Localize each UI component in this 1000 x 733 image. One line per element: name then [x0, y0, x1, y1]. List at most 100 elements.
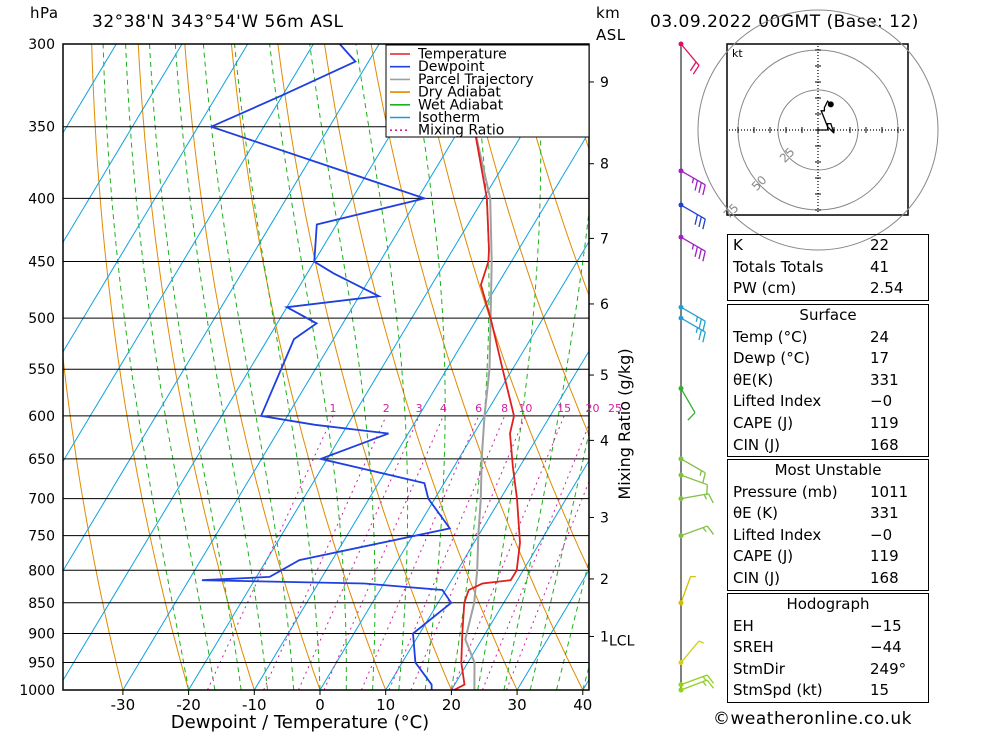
wind-barb-flag: [702, 184, 706, 196]
wind-barb-staff: [680, 43, 700, 66]
most-unstable-title: Most Unstable: [774, 461, 882, 479]
km-tick-label: 2: [600, 572, 609, 588]
row-value: −0: [870, 525, 893, 544]
wind-barb-flag: [707, 493, 714, 504]
pressure-tick-label: 950: [28, 655, 55, 671]
wind-barb-flag: [706, 674, 715, 684]
isotherm-line: [450, 459, 589, 690]
km-axis-ticks: 9 8 7 6 5 4 3 2 1 LCL: [589, 75, 635, 649]
wind-barb-dot: [678, 202, 684, 208]
mixing-ratio-lines: [207, 415, 589, 690]
row-value: 249°: [870, 659, 907, 678]
wind-barb-flag: [702, 218, 706, 230]
wind-barb-dot: [678, 682, 684, 688]
table-row: CAPE (J) 119: [728, 546, 928, 568]
row-value: 331: [870, 370, 899, 389]
km-tick-label: 3: [600, 510, 609, 526]
wind-barb: [678, 525, 715, 539]
wind-barb-half-flag: [703, 494, 708, 500]
wet-adiabat-line: [529, 430, 589, 690]
km-tick-label: 1: [600, 629, 609, 645]
row-value: 15: [870, 681, 890, 700]
x-tick-label: 20: [442, 696, 461, 714]
wind-barb-dot: [678, 304, 684, 310]
wind-barb: [678, 640, 705, 665]
hodograph-table: Hodograph EH −15 SREH −44 StmDir 249° StmSpd (…: [727, 593, 929, 703]
row-value: 168: [870, 568, 899, 587]
wind-barb: [678, 315, 706, 343]
pressure-tick-label: 500: [28, 311, 55, 327]
row-value: −44: [870, 638, 902, 657]
legend-entry: Temperature: [417, 47, 507, 63]
pressure-unit-label: hPa: [30, 4, 59, 22]
wind-barb-dot: [678, 234, 684, 240]
row-label: CAPE (J): [733, 413, 794, 432]
profiles: [201, 44, 521, 690]
row-value: 331: [870, 504, 899, 523]
table-row: Lifted Index −0: [728, 525, 928, 547]
isotherm-line: [319, 240, 589, 690]
wet-adiabat-line: [102, 44, 190, 690]
indices-table: K 22 Totals Totals 41 PW (cm) 2.54: [727, 234, 929, 301]
row-label: SREH: [733, 638, 774, 657]
copyright-link[interactable]: ©weatheronline.co.uk: [713, 709, 913, 729]
mixing-ratio-line: [263, 415, 387, 690]
dry-adiabat-line: [510, 44, 589, 297]
wet-adiabat-line: [125, 44, 216, 690]
hodograph-title: Hodograph: [786, 595, 870, 613]
dewpoint-line: [201, 44, 453, 690]
mixing-ratio-line: [323, 415, 444, 690]
wind-barb-dot: [678, 315, 684, 321]
x-tick-label: 40: [573, 696, 592, 714]
wet-adiabats: [102, 44, 589, 690]
table-row: Totals Totals 41: [728, 257, 928, 279]
table-row: StmSpd (kt) 15: [728, 680, 928, 702]
isotherm-line: [63, 44, 183, 244]
mixing-ratio-label: 3: [416, 402, 423, 415]
x-tick-label: -20: [176, 696, 201, 714]
mixing-ratio-label: 2: [383, 402, 390, 415]
wind-barb: [678, 202, 706, 230]
wind-barb-dot: [678, 533, 684, 539]
row-value: 1011: [870, 482, 909, 501]
table-row: CIN (J) 168: [728, 435, 928, 457]
height-unit-label-asl: ASL: [596, 26, 626, 44]
wet-adiabat-line: [234, 44, 321, 690]
wind-barb-flag: [687, 412, 696, 421]
wind-barb-flag: [694, 180, 699, 191]
wind-barb-staff: [680, 170, 706, 186]
wind-barb-dot: [678, 600, 684, 606]
wind-barb-flag: [694, 214, 699, 225]
row-label: CIN (J): [733, 568, 781, 587]
mixing-ratio-line: [451, 415, 565, 690]
row-value: −15: [870, 616, 902, 635]
wet-adiabat-line: [355, 44, 409, 690]
wind-barb-staff: [680, 317, 706, 333]
wind-barb-half-flag: [702, 681, 707, 687]
temperature-line: [453, 44, 521, 690]
isotherm-line: [63, 44, 314, 463]
table-row: Dewp (°C) 17: [728, 348, 928, 370]
km-tick-label: 5: [600, 368, 609, 384]
pressure-tick-label: 1000: [19, 683, 55, 699]
wind-barbs: [678, 41, 715, 693]
legend-entry: Dewpoint: [418, 59, 485, 75]
wind-barb: [678, 456, 706, 484]
row-label: Lifted Index: [733, 525, 822, 544]
wind-barb-staff: [680, 576, 692, 604]
pressure-tick-label: 800: [28, 563, 55, 579]
station-location: 32°38'N 343°54'W 56m ASL: [92, 12, 344, 32]
wind-barb-flag: [698, 329, 702, 341]
km-tick-label: 6: [600, 297, 609, 313]
wind-barb-half-flag: [691, 177, 695, 184]
isotherm-line: [63, 44, 117, 134]
mixing-ratio-label: 4: [440, 402, 447, 415]
x-tick-label: 30: [508, 696, 527, 714]
wind-barb-half-flag: [699, 470, 702, 476]
height-unit-label: km: [596, 4, 621, 22]
wind-barb-dot: [678, 456, 684, 462]
mixing-ratio-line: [481, 423, 589, 690]
wet-adiabat-line: [174, 44, 268, 690]
wet-adiabat-line: [269, 44, 347, 690]
